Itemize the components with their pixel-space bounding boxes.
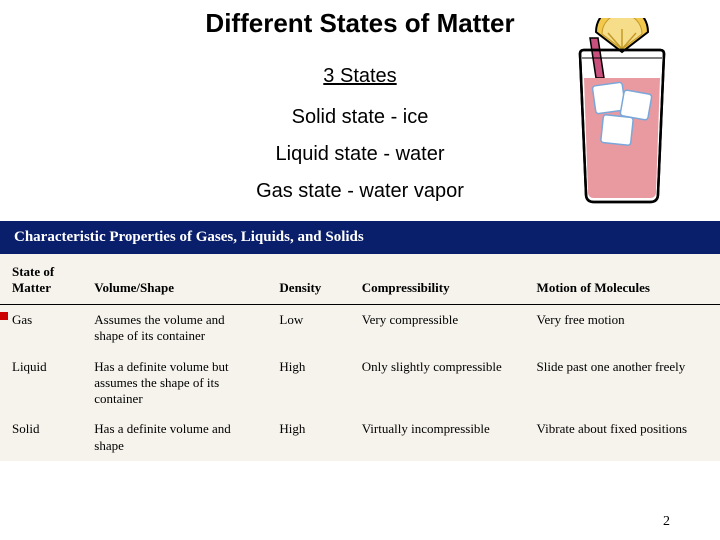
table-row: Liquid Has a definite volume but assumes… [0,352,720,415]
cell-vol: Has a definite volume and shape [82,414,267,461]
cell-mot: Slide past one another freely [525,352,720,415]
cell-vol: Has a definite volume but assumes the sh… [82,352,267,415]
cell-state: Liquid [0,352,82,415]
table-title-bar: Characteristic Properties of Gases, Liqu… [0,221,720,254]
table-row: Solid Has a definite volume and shape Hi… [0,414,720,461]
col-header-compressibility: Compressibility [350,254,525,305]
cell-vol: Assumes the volume and shape of its cont… [82,305,267,352]
table-row: Gas Assumes the volume and shape of its … [0,305,720,352]
red-accent-mark [0,312,8,320]
glass-icon [580,50,664,202]
col-header-density: Density [267,254,349,305]
cell-den: High [267,414,349,461]
col-header-motion: Motion of Molecules [525,254,720,305]
table-header-row: State ofMatter Volume/Shape Density Comp… [0,254,720,305]
cell-comp: Only slightly compressible [350,352,525,415]
cell-state: Gas [0,305,82,352]
properties-table: State ofMatter Volume/Shape Density Comp… [0,254,720,461]
lemon-icon [596,18,648,52]
cell-state: Solid [0,414,82,461]
cell-mot: Very free motion [525,305,720,352]
cell-den: Low [267,305,349,352]
cell-comp: Virtually incompressible [350,414,525,461]
col-header-state: State ofMatter [0,254,82,305]
page-number: 2 [663,514,670,530]
cell-comp: Very compressible [350,305,525,352]
col-header-volume-shape: Volume/Shape [82,254,267,305]
cell-mot: Vibrate about fixed positions [525,414,720,461]
drink-glass-illustration [550,18,680,218]
cell-den: High [267,352,349,415]
